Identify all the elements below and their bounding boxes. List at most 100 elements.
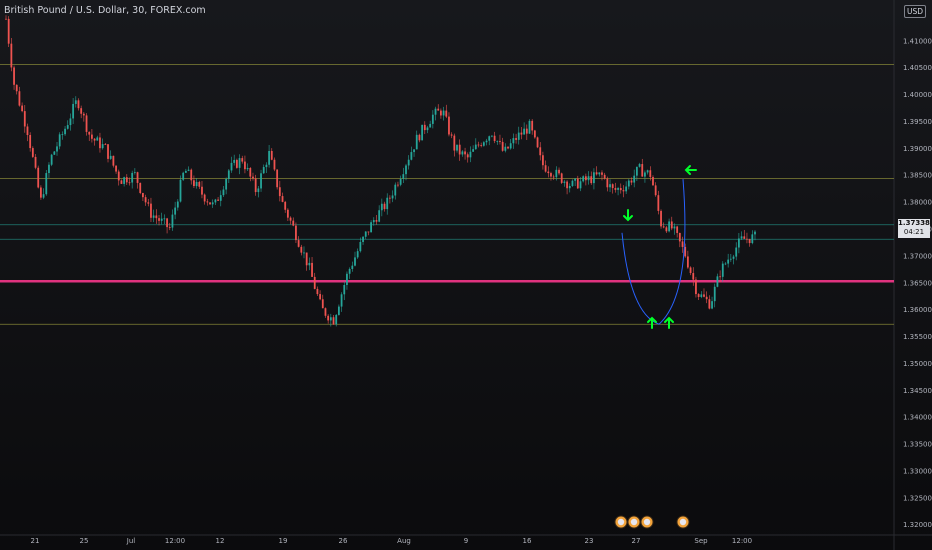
candle-body: [230, 162, 233, 171]
candle-body: [150, 203, 152, 218]
y-tick-label: 1.38000: [903, 199, 932, 207]
candle-body: [219, 195, 222, 201]
candle-body: [609, 184, 611, 188]
candle-body: [348, 268, 351, 274]
candle-body: [211, 202, 214, 205]
candle-body: [61, 134, 64, 136]
candle-body: [270, 150, 273, 160]
candle-body: [72, 103, 75, 119]
arrow-down-icon: [623, 209, 633, 222]
candle-body: [477, 144, 480, 146]
candle-body: [512, 138, 515, 144]
candle-body: [568, 185, 571, 189]
candle-body: [346, 273, 348, 286]
candle-body: [327, 315, 330, 321]
candle-body: [281, 196, 284, 202]
candle-body: [593, 172, 595, 184]
candle-body: [523, 128, 526, 135]
candle-body: [142, 192, 144, 198]
currency-selector[interactable]: USD: [904, 5, 926, 18]
candle-body: [133, 172, 136, 174]
candle-body: [423, 124, 426, 131]
candle-body: [198, 181, 201, 187]
candle-body: [364, 231, 367, 237]
candle-body: [555, 169, 558, 178]
candle-body: [337, 306, 340, 315]
candle-body: [273, 159, 276, 170]
x-tick-label: 26: [339, 537, 348, 545]
candle-body: [729, 258, 732, 260]
candle-body: [249, 167, 252, 177]
candle-body: [421, 124, 424, 141]
candle-body: [316, 288, 319, 295]
candle-body: [260, 173, 262, 189]
candle-body: [614, 188, 617, 190]
candle-body: [456, 144, 458, 151]
candle-body: [517, 132, 520, 140]
candle-body: [499, 140, 501, 142]
candle-body: [311, 262, 313, 277]
candle-body: [603, 174, 606, 179]
candle-body: [125, 177, 128, 183]
y-tick-label: 1.35000: [903, 360, 932, 368]
candle-body: [329, 317, 332, 321]
candle-body: [652, 176, 654, 186]
candle-body: [136, 172, 139, 183]
y-tick-label: 1.34000: [903, 414, 932, 422]
x-tick-label: 21: [31, 537, 40, 545]
candle-body: [574, 178, 577, 181]
candle-body: [254, 178, 257, 193]
candle-body: [576, 178, 579, 189]
candle-body: [407, 159, 410, 166]
candle-body: [15, 84, 18, 92]
candle-body: [171, 214, 174, 228]
candle-body: [343, 285, 346, 295]
candle-body: [410, 152, 413, 160]
candle-body: [480, 144, 483, 146]
candle-body: [563, 181, 566, 183]
candle-body: [367, 231, 370, 233]
candle-body: [453, 135, 456, 151]
x-tick-label: Sep: [694, 537, 708, 545]
candle-body: [21, 105, 24, 112]
candle-body: [386, 197, 389, 210]
candle-body: [678, 232, 681, 242]
candle-body: [26, 126, 29, 136]
candle-body: [595, 172, 598, 175]
economic-event-flag-icon: [679, 518, 687, 526]
candle-body: [740, 236, 743, 239]
candle-body: [31, 148, 34, 157]
candle-body: [201, 186, 203, 195]
candle-body: [168, 227, 171, 228]
candle-body: [496, 140, 499, 142]
candle-body: [123, 177, 126, 184]
candle-body: [18, 91, 21, 106]
candle-body: [641, 164, 644, 177]
candle-body: [131, 172, 134, 183]
candle-body: [335, 314, 338, 325]
candle-body: [751, 234, 754, 244]
candle-body: [448, 116, 450, 135]
candle-body: [222, 189, 225, 196]
candle-body: [394, 184, 397, 196]
candle-body: [217, 199, 219, 201]
candle-body: [472, 149, 475, 152]
candle-body: [203, 194, 206, 202]
candle-body: [359, 241, 362, 252]
last-price: 1.37338: [898, 219, 930, 227]
candle-body: [635, 166, 638, 176]
candle-body: [101, 144, 104, 149]
candle-body: [668, 221, 670, 232]
candle-body: [735, 247, 738, 257]
candle-body: [276, 169, 279, 188]
candle-body: [539, 147, 542, 156]
candle-body: [662, 226, 665, 228]
candle-body: [544, 165, 547, 172]
candle-body: [295, 225, 297, 241]
candle-body: [53, 151, 56, 155]
candle-body: [378, 210, 381, 222]
candle-body: [278, 187, 281, 197]
candle-body: [590, 176, 593, 184]
candle-body: [227, 170, 230, 179]
